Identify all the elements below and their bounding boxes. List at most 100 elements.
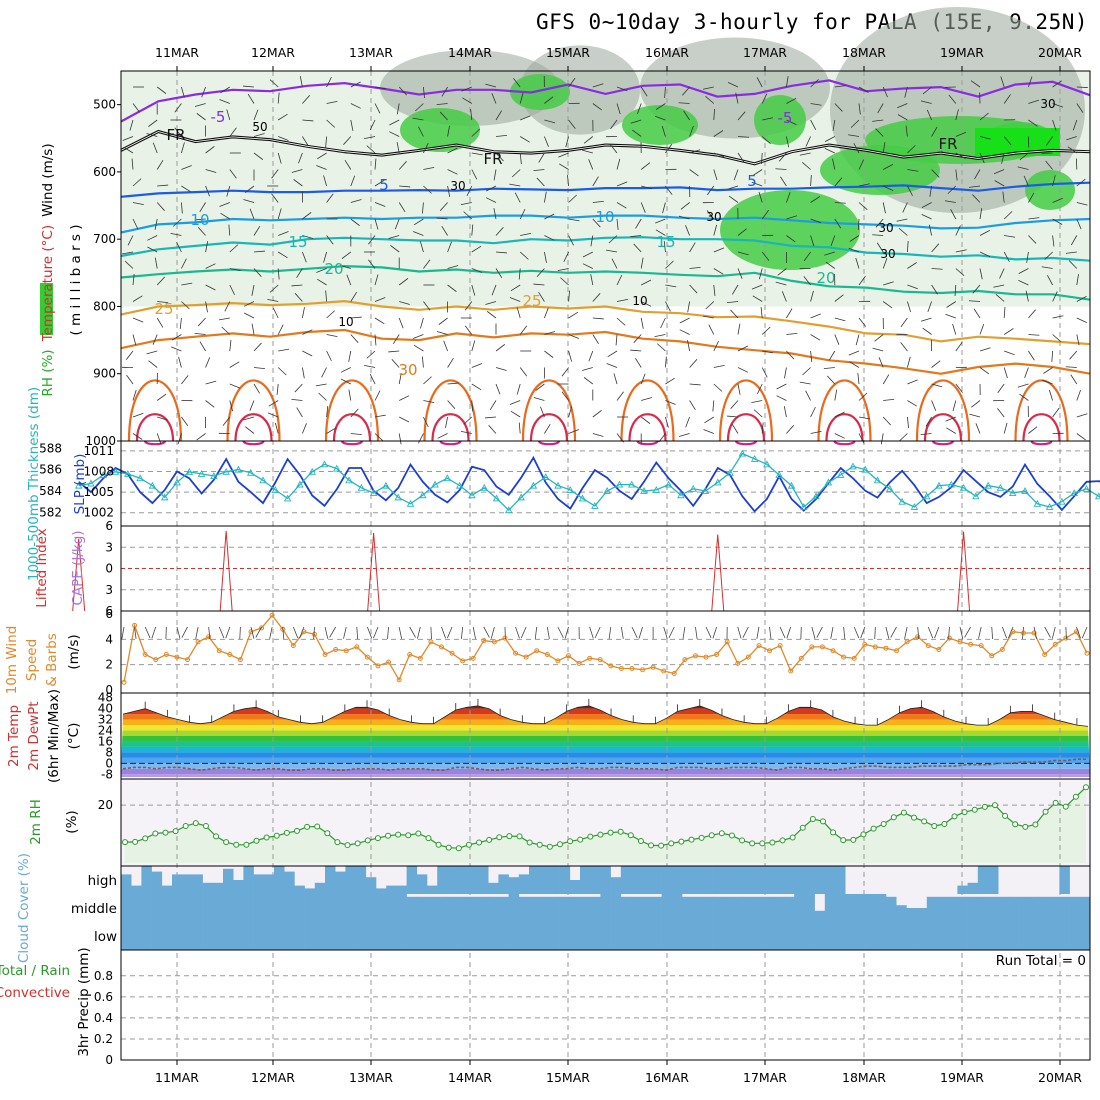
- upper-wind-barb: [461, 86, 472, 92]
- wind-marker: [692, 653, 698, 659]
- wind-marker: [237, 657, 243, 663]
- rh-marker: [577, 836, 584, 843]
- upper-wind-barb: [761, 422, 764, 434]
- precip-axis-label-text: 3hr Precip (mm): [76, 947, 92, 1056]
- upper-wind-barb: [350, 218, 360, 226]
- temp-tick-label: 32: [98, 713, 113, 727]
- contour-label: FR: [483, 150, 502, 168]
- upper-wind-barb: [776, 395, 787, 401]
- surface-temp-lobe: [718, 379, 774, 442]
- upper-wind-barb: [326, 119, 336, 128]
- wind-marker: [809, 644, 815, 650]
- upper-wind-barb: [273, 307, 279, 319]
- cloud-bar-low: [1008, 922, 1019, 950]
- wind-marker: [936, 646, 942, 652]
- upper-wind-barb: [582, 149, 593, 154]
- surface-wind-barb: [239, 626, 241, 640]
- upper-wind-barb: [205, 169, 217, 173]
- upper-wind-barb: [954, 284, 957, 297]
- upper-wind-barb: [253, 367, 265, 370]
- upper-wind-barb: [761, 136, 771, 145]
- rh-marker: [921, 818, 928, 825]
- upper-wind-barb: [737, 323, 741, 335]
- upper-wind-barb: [616, 181, 628, 187]
- cloud-bar-high: [437, 866, 448, 894]
- temp-band: [121, 746, 1090, 753]
- upper-wind-barb: [689, 359, 698, 368]
- thickness-marker: [1008, 489, 1017, 497]
- cloud-bar-low: [957, 922, 968, 950]
- cloud-bar-low: [253, 922, 265, 950]
- upper-wind-barb: [471, 152, 483, 156]
- cloud-bar-middle: [416, 896, 428, 922]
- upper-wind-barb: [398, 202, 406, 213]
- temp-band: [121, 698, 1090, 703]
- cape-axis-label-text: CAPE (J/kg): [70, 530, 86, 605]
- cloud-bar-low: [314, 922, 326, 950]
- cloud-bar-middle: [926, 896, 938, 922]
- upper-wind-barb: [660, 317, 666, 329]
- upper-wind-barb: [606, 249, 618, 253]
- rh-marker: [546, 843, 553, 850]
- wind-marker: [703, 654, 709, 660]
- upper-wind-barb: [326, 235, 334, 245]
- bottom-date-label: 13MAR: [349, 1070, 393, 1085]
- upper-wind-barb: [366, 350, 376, 359]
- upper-wind-barb: [253, 133, 265, 137]
- upper-wind-barb: [463, 211, 473, 220]
- millibars-label: ( m i l l i b a r s ): [68, 224, 84, 335]
- upper-wind-barb: [374, 202, 386, 207]
- upper-wind-barb: [251, 284, 255, 296]
- upper-wind-barb: [1072, 119, 1078, 131]
- upper-wind-barb: [278, 136, 289, 141]
- thickness-marker: [591, 501, 599, 509]
- upper-wind-barb: [592, 433, 604, 437]
- temp-band: [121, 719, 1090, 726]
- upper-wind-barb: [713, 247, 725, 253]
- cloud-bar-low: [498, 922, 509, 950]
- upper-wind-barb: [761, 93, 768, 104]
- surface-wind-barb: [779, 626, 786, 639]
- temp-axis-label-text: 2m Temp: [6, 705, 22, 767]
- upper-wind-barb: [535, 383, 545, 391]
- cloud-bar-middle: [223, 894, 234, 922]
- upper-wind-barb: [926, 109, 932, 121]
- upper-wind-barb: [132, 334, 137, 346]
- upper-wind-barb: [447, 241, 452, 253]
- upper-label-part: Wind (m/s): [40, 143, 56, 217]
- upper-wind-barb: [495, 110, 503, 121]
- cloud-bar-low: [447, 922, 458, 950]
- upper-wind-barb: [462, 97, 473, 104]
- surface-wind-barb: [608, 626, 612, 639]
- cloud-bar-low: [580, 922, 591, 950]
- cloud-bar-high: [294, 885, 305, 894]
- upper-wind-barb: [179, 317, 182, 329]
- precip-tick-label: 0: [105, 1053, 113, 1067]
- temp-axis-label: (6hr Min/Max): [46, 689, 62, 783]
- surface-temp-lobe: [226, 379, 281, 442]
- upper-wind-barb: [786, 76, 789, 88]
- cloud-bar-middle: [886, 896, 897, 922]
- upper-wind-barb: [540, 406, 545, 418]
- upper-wind-barb: [825, 261, 836, 269]
- surface-wind-barb: [769, 626, 772, 639]
- upper-wind-barb: [640, 86, 648, 97]
- upper-wind-barb: [176, 241, 182, 253]
- rh-marker: [253, 837, 260, 844]
- cloud-bar-middle: [335, 894, 346, 922]
- upper-wind-barb: [883, 163, 894, 170]
- upper-wind-barb: [705, 301, 715, 310]
- thickness-marker: [578, 494, 587, 502]
- upper-wind-barb: [350, 119, 354, 131]
- upper-wind-barb: [154, 218, 158, 230]
- upper-wind-barb: [1018, 268, 1029, 275]
- panel-frame: [120, 949, 1091, 1061]
- upper-wind-barb: [702, 315, 714, 319]
- rh-moist-patch: [720, 190, 860, 270]
- surface-wind-barb: [520, 626, 527, 639]
- upper-wind-barb: [1028, 309, 1036, 319]
- upper-wind-barb: [441, 86, 448, 97]
- upper-wind-barb: [931, 383, 943, 388]
- contour-label: FR: [166, 126, 185, 144]
- cloud-bar-middle: [722, 896, 734, 922]
